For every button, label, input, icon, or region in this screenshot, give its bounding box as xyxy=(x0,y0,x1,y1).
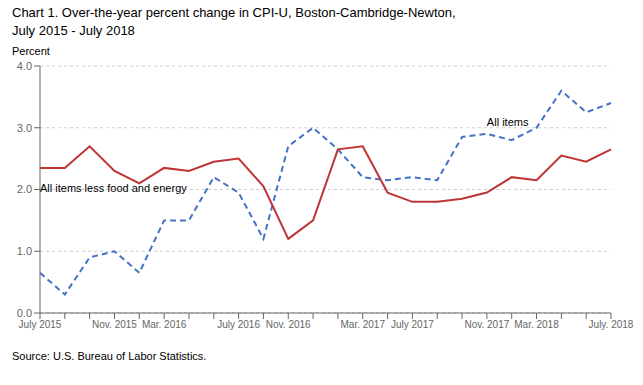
svg-text:Nov. 2015: Nov. 2015 xyxy=(92,319,137,330)
svg-text:0.0: 0.0 xyxy=(17,307,32,319)
svg-text:July 2016: July 2016 xyxy=(217,319,260,330)
svg-text:3.0: 3.0 xyxy=(17,122,32,134)
html-text:July 2015 - July 2018: July 2015 - July 2018 xyxy=(12,23,135,38)
svg-text:All items: All items xyxy=(487,116,529,128)
svg-text:Mar. 2017: Mar. 2017 xyxy=(340,319,385,330)
html-text:Percent: Percent xyxy=(12,45,50,57)
svg-text:4.0: 4.0 xyxy=(17,60,32,72)
svg-text:July. 2018: July. 2018 xyxy=(589,319,634,330)
svg-text:1.0: 1.0 xyxy=(17,245,32,257)
html-text:Source: U.S. Bureau of Labor S: Source: U.S. Bureau of Labor Statistics. xyxy=(12,350,207,362)
svg-text:July 2015: July 2015 xyxy=(19,319,62,330)
svg-text:Nov. 2016: Nov. 2016 xyxy=(266,319,311,330)
svg-text:July 2017: July 2017 xyxy=(391,319,434,330)
svg-text:All items less food and energy: All items less food and energy xyxy=(40,182,187,194)
svg-text:2.0: 2.0 xyxy=(17,183,32,195)
html-text:Chart 1. Over-the-year percent: Chart 1. Over-the-year percent change in… xyxy=(12,5,456,20)
svg-text:Mar. 2018: Mar. 2018 xyxy=(514,319,559,330)
svg-text:Mar. 2016: Mar. 2016 xyxy=(142,319,187,330)
svg-text:Nov. 2017: Nov. 2017 xyxy=(464,319,509,330)
